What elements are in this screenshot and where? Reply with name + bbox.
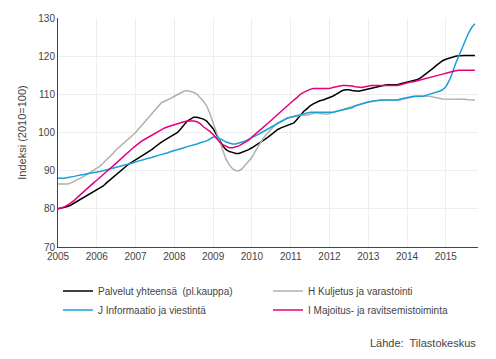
svg-text:2006: 2006 <box>86 251 109 262</box>
svg-text:80: 80 <box>44 203 56 214</box>
svg-text:I Majoitus- ja ravitsemistoimi: I Majoitus- ja ravitsemistoiminta <box>308 305 448 316</box>
svg-text:100: 100 <box>38 127 55 138</box>
svg-text:2009: 2009 <box>202 251 225 262</box>
svg-text:J Informaatio ja viestintä: J Informaatio ja viestintä <box>98 305 206 316</box>
svg-text:2010: 2010 <box>241 251 264 262</box>
svg-text:130: 130 <box>38 13 55 24</box>
svg-text:2014: 2014 <box>396 251 419 262</box>
svg-text:Indeksi (2010=100): Indeksi (2010=100) <box>16 85 28 179</box>
svg-text:Palvelut yhteensä (pl.kauppa): Palvelut yhteensä (pl.kauppa) <box>98 286 233 297</box>
svg-text:2015: 2015 <box>435 251 458 262</box>
svg-text:2013: 2013 <box>357 251 380 262</box>
svg-text:120: 120 <box>38 51 55 62</box>
svg-text:2012: 2012 <box>318 251 341 262</box>
svg-text:2007: 2007 <box>124 251 147 262</box>
svg-text:2008: 2008 <box>163 251 186 262</box>
svg-text:90: 90 <box>44 165 56 176</box>
svg-text:2005: 2005 <box>47 251 70 262</box>
svg-text:70: 70 <box>44 242 56 253</box>
svg-text:Lähde: Tilastokeskus: Lähde: Tilastokeskus <box>370 337 476 349</box>
svg-text:110: 110 <box>39 89 55 100</box>
svg-text:2011: 2011 <box>280 251 302 262</box>
svg-text:H Kuljetus ja varastointi: H Kuljetus ja varastointi <box>308 286 413 297</box>
